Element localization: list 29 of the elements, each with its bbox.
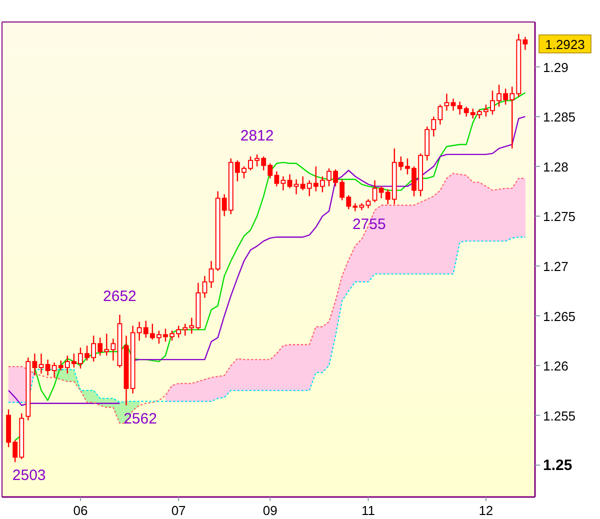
y-tick-label: 1.285 (543, 110, 576, 125)
text: 1.2923 (545, 36, 585, 52)
x-tick-label: 11 (361, 503, 375, 518)
annotation: 2503 (12, 467, 46, 484)
candlestick (208, 260, 214, 288)
annotation: 2652 (103, 288, 136, 305)
y-tick-label: 1.255 (543, 408, 576, 424)
y-tick-label: 1.265 (543, 308, 576, 324)
candlestick (287, 174, 292, 189)
candlestick (372, 180, 378, 203)
y-tick-label: 1.26 (543, 358, 568, 374)
y-tick-label: 1.28 (543, 159, 568, 174)
y-tick-label: 1.275 (543, 209, 576, 224)
annotation: 2562 (124, 410, 157, 428)
candlestick (444, 93, 450, 112)
candlestick (38, 353, 44, 374)
x-tick-label: 09 (262, 503, 278, 518)
y-tick-label: 1.29 (543, 60, 568, 75)
annotation: 2812 (240, 127, 274, 144)
candlestick (45, 358, 50, 376)
y-tick-label: 1.25 (543, 457, 572, 474)
y-tick-label: 1.27 (543, 258, 568, 274)
x-tick-label: 12 (478, 503, 494, 518)
x-tick-label: 06 (73, 503, 88, 518)
candlestick (450, 98, 456, 112)
candlestick (280, 176, 286, 191)
x-tick-label: 07 (171, 503, 186, 518)
candlestick (202, 275, 208, 298)
annotation: 2755 (352, 216, 386, 234)
